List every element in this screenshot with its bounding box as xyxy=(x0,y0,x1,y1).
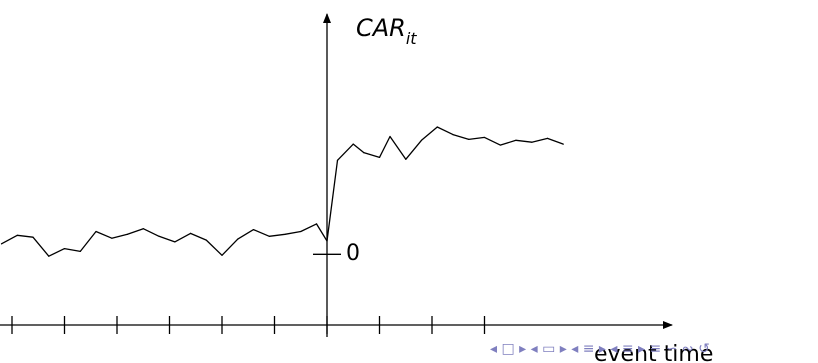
car-point xyxy=(174,241,176,243)
car-point xyxy=(452,134,454,136)
car-point xyxy=(336,159,339,161)
car-point xyxy=(499,144,501,146)
car-point xyxy=(48,255,50,257)
y-axis-label-main: CAR xyxy=(356,14,406,42)
car-point xyxy=(79,250,81,253)
car-point xyxy=(326,240,328,242)
car-point xyxy=(562,143,564,145)
car-point xyxy=(531,141,533,143)
car-point xyxy=(95,230,97,233)
car-point xyxy=(378,156,381,158)
car-point xyxy=(205,239,207,241)
y-axis-label: CARit xyxy=(356,14,417,48)
car-point xyxy=(142,228,144,230)
car-point xyxy=(32,236,34,238)
car-series xyxy=(0,126,564,257)
car-point xyxy=(546,137,549,139)
car-point xyxy=(315,223,318,225)
car-line xyxy=(1,126,564,257)
car-point xyxy=(389,135,391,138)
car-point xyxy=(436,126,438,128)
car-point xyxy=(16,234,18,236)
x-ticks xyxy=(11,316,486,334)
car-point xyxy=(221,254,223,256)
car-point xyxy=(126,233,129,235)
car-point xyxy=(237,238,239,240)
car-point xyxy=(252,229,255,231)
axes xyxy=(0,13,673,337)
car-point xyxy=(352,143,354,145)
car-point xyxy=(284,233,286,235)
car-point xyxy=(158,235,160,237)
car-point xyxy=(515,139,517,141)
car-point xyxy=(420,139,423,141)
car-point xyxy=(63,248,66,250)
y-axis-label-sub: it xyxy=(406,29,417,48)
car-point xyxy=(268,235,270,237)
car-point xyxy=(363,152,365,154)
zero-label: 0 xyxy=(346,241,360,266)
car-point xyxy=(300,230,302,233)
car-point xyxy=(405,158,407,160)
car-point xyxy=(483,136,486,139)
car-point xyxy=(468,138,470,140)
car-point xyxy=(189,232,192,234)
car-point xyxy=(111,237,113,239)
car-point xyxy=(0,243,3,245)
slide-navigation-icons[interactable]: ◂ □ ▸ ◂ ▭ ▸ ◂ ≡ ▸ ◂ ≡ ▸ ≡ ∽ ∾ ↺ xyxy=(490,341,710,357)
x-axis-label: event time xyxy=(594,342,713,363)
